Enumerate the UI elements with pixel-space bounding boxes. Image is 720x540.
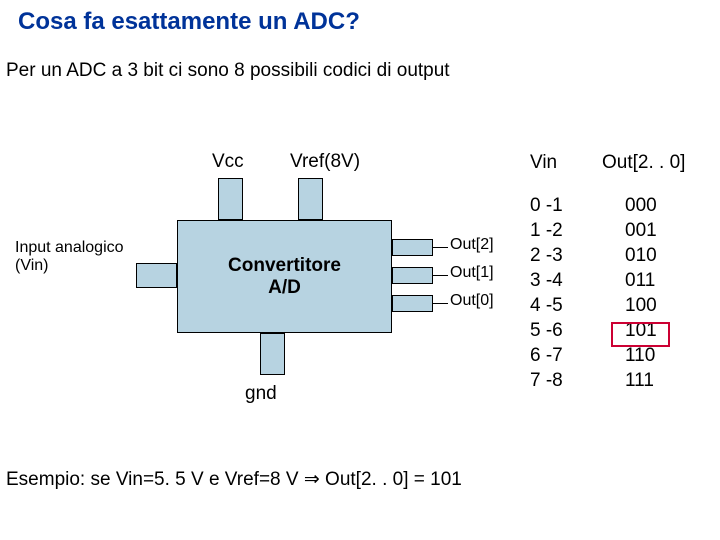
table-row: 110 xyxy=(625,346,657,371)
pin-out0 xyxy=(392,295,433,312)
table-row: 010 xyxy=(625,246,657,271)
table-row: 101 xyxy=(625,321,657,346)
table-row: 000 xyxy=(625,196,657,221)
table-row: 2 -3 xyxy=(530,246,563,271)
vcc-label: Vcc xyxy=(212,151,244,173)
table-col-out: 000001010011100101110111 xyxy=(625,196,657,396)
out0-label: Out[0] xyxy=(450,292,494,310)
table-row: 7 -8 xyxy=(530,371,563,396)
table-header-out: Out[2. . 0] xyxy=(602,152,685,174)
wire-out0 xyxy=(433,303,448,304)
converter-box: Convertitore A/D xyxy=(177,220,392,333)
table-row: 011 xyxy=(625,271,657,296)
table-row: 0 -1 xyxy=(530,196,563,221)
vref-label: Vref(8V) xyxy=(290,151,360,173)
out2-label: Out[2] xyxy=(450,236,494,254)
input-label: Input analogico (Vin) xyxy=(15,239,124,275)
slide-title: Cosa fa esattamente un ADC? xyxy=(18,8,360,36)
table-row: 4 -5 xyxy=(530,296,563,321)
pin-gnd xyxy=(260,333,285,375)
input-label-2: (Vin) xyxy=(15,257,124,275)
gnd-label: gnd xyxy=(245,383,277,405)
table-row: 5 -6 xyxy=(530,321,563,346)
converter-label: Convertitore A/D xyxy=(228,255,341,299)
table-row: 3 -4 xyxy=(530,271,563,296)
table-row: 1 -2 xyxy=(530,221,563,246)
pin-input xyxy=(136,263,177,288)
wire-out2 xyxy=(433,247,448,248)
table-header-vin: Vin xyxy=(530,152,557,174)
slide-subtitle: Per un ADC a 3 bit ci sono 8 possibili c… xyxy=(6,60,450,82)
pin-out2 xyxy=(392,239,433,256)
table-row: 111 xyxy=(625,371,657,396)
out1-label: Out[1] xyxy=(450,264,494,282)
table-row: 001 xyxy=(625,221,657,246)
converter-label-1: Convertitore xyxy=(228,255,341,277)
example-text: Esempio: se Vin=5. 5 V e Vref=8 V ⇒ Out[… xyxy=(6,468,462,491)
pin-vref xyxy=(298,178,323,220)
table-col-vin: 0 -11 -22 -33 -44 -55 -66 -77 -8 xyxy=(530,196,563,396)
input-label-1: Input analogico xyxy=(15,239,124,257)
pin-out1 xyxy=(392,267,433,284)
wire-out1 xyxy=(433,275,448,276)
table-row: 100 xyxy=(625,296,657,321)
table-row: 6 -7 xyxy=(530,346,563,371)
converter-label-2: A/D xyxy=(228,277,341,299)
pin-vcc xyxy=(218,178,243,220)
